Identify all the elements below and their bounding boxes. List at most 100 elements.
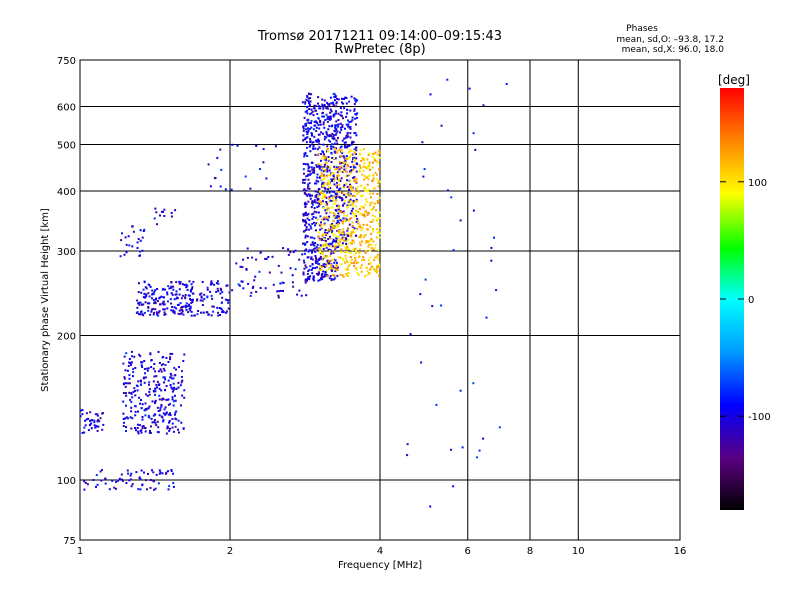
data-point — [371, 161, 374, 164]
data-point — [355, 162, 358, 165]
data-point — [152, 313, 155, 316]
data-point — [374, 269, 377, 272]
data-point — [142, 288, 145, 291]
data-point — [378, 150, 381, 153]
data-point — [170, 386, 173, 389]
data-point — [340, 248, 343, 251]
data-point — [435, 403, 438, 406]
data-point — [140, 399, 142, 401]
data-point — [309, 275, 312, 278]
data-point — [123, 421, 125, 424]
data-point — [302, 214, 305, 217]
data-point — [376, 219, 379, 222]
data-point — [368, 243, 371, 246]
data-point — [312, 148, 315, 150]
data-point — [353, 158, 356, 161]
data-point — [306, 174, 309, 177]
data-point — [140, 407, 143, 410]
data-point — [296, 293, 299, 296]
data-point — [312, 278, 315, 281]
data-point — [340, 177, 343, 180]
data-point — [377, 182, 379, 185]
data-point — [358, 169, 361, 172]
data-point — [326, 117, 329, 120]
data-point — [331, 190, 334, 193]
data-point — [304, 110, 307, 113]
data-point — [335, 110, 337, 113]
data-point — [168, 420, 171, 422]
data-point — [84, 481, 87, 484]
data-point — [169, 427, 171, 430]
data-point — [139, 301, 142, 304]
data-point — [353, 179, 356, 182]
data-point — [268, 271, 271, 274]
data-point — [313, 171, 316, 174]
data-point — [322, 154, 325, 157]
data-point — [337, 98, 340, 101]
data-point — [343, 141, 346, 144]
data-point — [140, 469, 143, 472]
data-point — [128, 391, 131, 394]
data-point — [175, 418, 178, 421]
x-tick-label: 6 — [465, 546, 471, 557]
data-point — [167, 403, 170, 406]
data-point — [332, 258, 335, 261]
data-point — [350, 217, 353, 219]
data-point — [167, 398, 170, 401]
data-point — [179, 313, 182, 316]
data-point — [336, 150, 339, 153]
data-point — [343, 202, 346, 205]
data-point — [237, 283, 240, 286]
data-point — [153, 480, 156, 482]
data-point — [310, 108, 313, 111]
data-point — [123, 377, 126, 380]
data-point — [130, 363, 132, 366]
data-point — [345, 115, 348, 118]
data-point — [326, 209, 329, 212]
data-point — [307, 228, 310, 231]
data-point — [364, 203, 367, 206]
data-point — [378, 152, 381, 154]
data-point — [365, 200, 368, 203]
data-point — [339, 233, 342, 236]
data-point — [130, 427, 133, 430]
data-point — [371, 156, 374, 158]
data-point — [349, 256, 352, 259]
data-point — [141, 366, 144, 368]
data-point — [164, 406, 167, 409]
data-point — [365, 166, 368, 169]
data-point — [340, 145, 343, 148]
data-point — [169, 286, 172, 289]
data-point — [357, 185, 359, 188]
data-point — [333, 190, 336, 193]
data-point — [337, 208, 340, 211]
data-point — [181, 310, 184, 313]
data-point — [369, 196, 372, 199]
data-point — [139, 380, 142, 383]
data-point — [325, 256, 327, 259]
data-point — [366, 223, 369, 226]
data-point — [157, 311, 160, 314]
data-point — [355, 180, 358, 183]
data-point — [140, 310, 143, 313]
data-point — [156, 288, 159, 290]
data-point — [142, 377, 145, 380]
data-point — [360, 212, 363, 215]
data-point — [175, 387, 178, 390]
data-point — [280, 271, 283, 274]
data-point — [333, 114, 336, 117]
data-point — [372, 230, 375, 233]
data-point — [329, 235, 331, 238]
data-point — [347, 123, 350, 126]
data-point — [172, 382, 175, 385]
data-point — [376, 193, 379, 195]
data-point — [305, 136, 308, 139]
data-point — [354, 200, 357, 203]
data-point — [163, 376, 166, 379]
data-point — [308, 105, 311, 107]
data-point — [311, 201, 314, 204]
data-point — [335, 181, 338, 184]
data-point — [126, 369, 129, 372]
data-point — [349, 241, 352, 244]
